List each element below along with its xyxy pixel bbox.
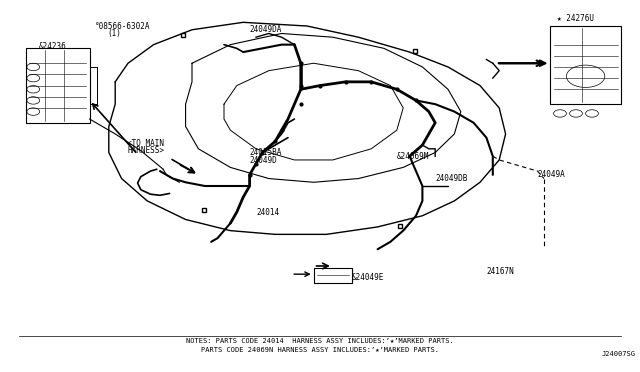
Text: °08566-6302A: °08566-6302A (95, 22, 150, 31)
Text: 24049A: 24049A (538, 170, 565, 179)
Text: 24167N: 24167N (486, 267, 514, 276)
Text: &24069M: &24069M (397, 152, 429, 161)
Text: 24049D: 24049D (250, 156, 277, 165)
Text: 24049DA: 24049DA (250, 25, 282, 34)
Text: &24236: &24236 (38, 42, 66, 51)
Text: 24014: 24014 (256, 208, 279, 217)
Text: <TO MAIN: <TO MAIN (127, 139, 164, 148)
Text: NOTES: PARTS CODE 24014  HARNESS ASSY INCLUDES:’★’MARKED PARTS.: NOTES: PARTS CODE 24014 HARNESS ASSY INC… (186, 339, 454, 344)
Text: HARNESS>: HARNESS> (127, 146, 164, 155)
Text: ★ 24276U: ★ 24276U (557, 14, 594, 23)
Text: J24007SG: J24007SG (602, 351, 636, 357)
Text: 24049DB: 24049DB (435, 174, 468, 183)
Text: PARTS CODE 24069N HARNESS ASSY INCLUDES:’★’MARKED PARTS.: PARTS CODE 24069N HARNESS ASSY INCLUDES:… (201, 347, 439, 353)
Text: 24015BA: 24015BA (250, 148, 282, 157)
Text: &24049E: &24049E (352, 273, 385, 282)
Text: (1): (1) (108, 29, 122, 38)
